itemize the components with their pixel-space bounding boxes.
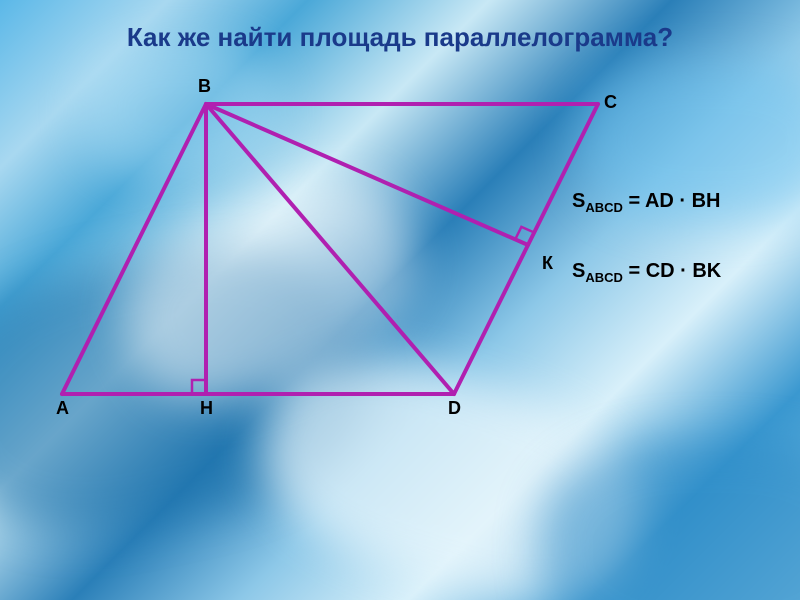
page-title: Как же найти площадь параллелограмма? bbox=[0, 22, 800, 53]
right-angle-marker bbox=[515, 227, 534, 240]
vertex-label-H: H bbox=[200, 398, 213, 419]
bg-shape bbox=[80, 40, 280, 180]
vertex-label-A: A bbox=[56, 398, 69, 419]
area-formula-1: SABCD = AD · BH bbox=[572, 190, 721, 215]
area-formula-2: SABCD = CD · BK bbox=[572, 260, 721, 285]
vertex-label-D: D bbox=[448, 398, 461, 419]
diagram-edge bbox=[454, 104, 598, 394]
vertex-label-C: C bbox=[604, 92, 617, 113]
vertex-label-K: К bbox=[542, 253, 553, 274]
vertex-label-B: B bbox=[198, 76, 211, 97]
